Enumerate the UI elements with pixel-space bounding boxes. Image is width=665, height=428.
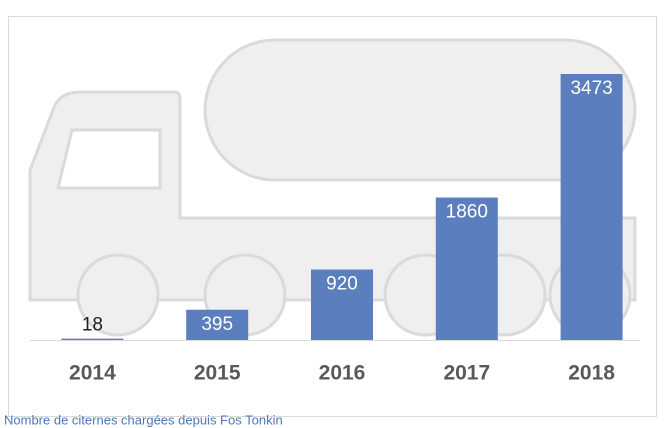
- chart: Nombre de citernes chargées depuis Fos T…: [0, 0, 665, 428]
- x-tick-label: 2018: [568, 362, 615, 385]
- page: {"chart_data": {"type": "bar", "categori…: [0, 0, 665, 428]
- value-label: 395: [201, 314, 233, 335]
- truck-window: [58, 130, 160, 188]
- x-tick-label: 2015: [194, 362, 241, 385]
- value-label: 3473: [570, 78, 612, 99]
- value-label: 18: [82, 315, 103, 336]
- value-label: 920: [326, 274, 358, 295]
- x-tick-label: 2014: [69, 362, 116, 385]
- bar: [561, 74, 623, 340]
- x-tick-label: 2016: [319, 362, 366, 385]
- x-tick-label: 2017: [443, 362, 490, 385]
- caption: Nombre de citernes chargées depuis Fos T…: [4, 412, 283, 427]
- bar: [61, 339, 123, 340]
- value-label: 1860: [446, 202, 488, 223]
